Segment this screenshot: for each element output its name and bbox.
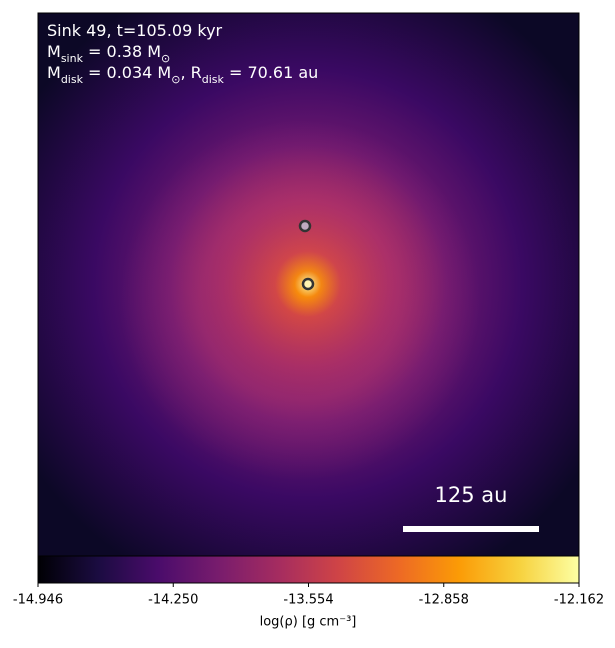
annotation: Msink = 0.38 M⊙	[47, 42, 170, 65]
annotation-subscript: disk	[61, 73, 84, 86]
annotation-text: = 70.61 au	[224, 63, 318, 82]
colorbar-tick-label: -12.858	[419, 593, 469, 608]
colorbar-tick-label: -13.554	[283, 593, 333, 608]
sink-marker	[298, 219, 312, 233]
colorbar	[37, 555, 580, 584]
annotation-subscript: ⊙	[171, 73, 180, 86]
sink-marker	[301, 277, 315, 291]
annotation-subscript: ⊙	[161, 52, 170, 65]
colorbar-tick-label: -12.162	[554, 593, 604, 608]
scale-bar	[403, 526, 539, 532]
colorbar-tick-label: -14.250	[148, 593, 198, 608]
annotation-text: = 0.034 M	[83, 63, 171, 82]
annotation-text: M	[47, 42, 61, 61]
annotation-text: , R	[180, 63, 201, 82]
scale-bar-label: 125 au	[435, 483, 508, 507]
annotation-subscript: sink	[61, 52, 84, 65]
annotation-subscript: disk	[202, 73, 225, 86]
annotation-text: M	[47, 63, 61, 82]
colorbar-tick-label: -14.946	[13, 593, 63, 608]
annotation-text: = 0.38 M	[83, 42, 161, 61]
annotation: Sink 49, t=105.09 kyr	[47, 21, 223, 40]
annotation-text: Sink 49, t=105.09 kyr	[47, 21, 223, 40]
colorbar-label: log(ρ) [g cm⁻³]	[260, 615, 357, 630]
annotation: Mdisk = 0.034 M⊙, Rdisk = 70.61 au	[47, 63, 318, 86]
